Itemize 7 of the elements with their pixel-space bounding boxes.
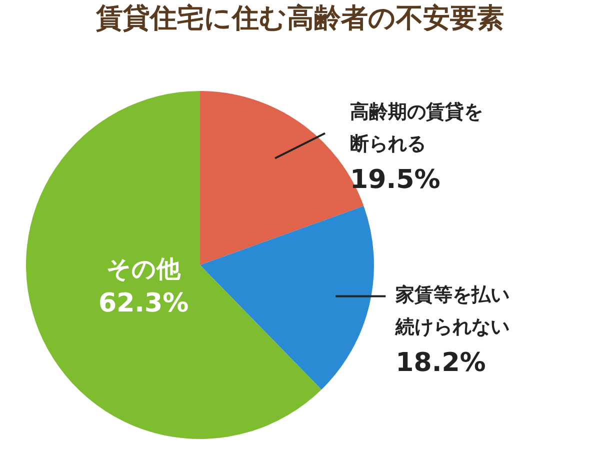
- data-label: 19.5%: [350, 164, 440, 195]
- slice-label: 家賃等を払い続けられない: [394, 284, 510, 338]
- slice-label: その他: [106, 255, 182, 284]
- data-label: 62.3%: [98, 288, 189, 319]
- data-label: 18.2%: [396, 348, 486, 378]
- chart-title: 賃貸住宅に住む高齢者の不安要素: [94, 2, 505, 36]
- slice-label: 高齢期の賃貸を断られる: [350, 101, 484, 156]
